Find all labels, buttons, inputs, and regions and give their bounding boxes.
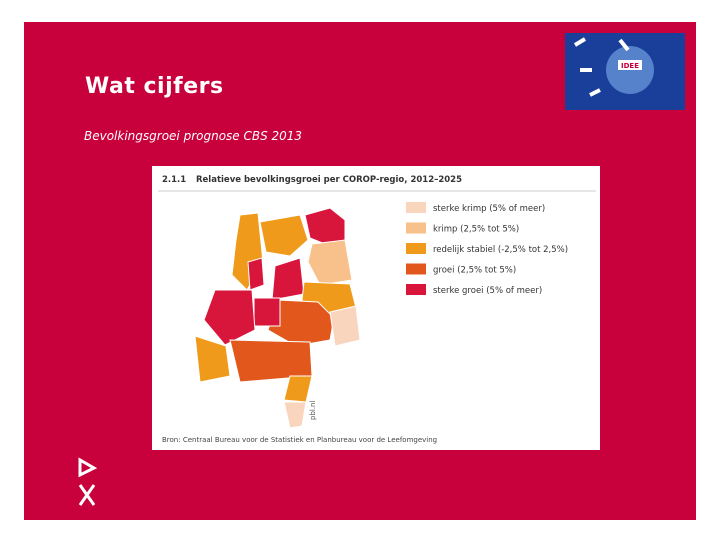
logo: IDEE [565, 33, 685, 110]
footer-symbol [78, 457, 98, 506]
logo-letters [573, 37, 630, 97]
map-region [253, 297, 281, 327]
legend-label: sterke groei (5% of meer) [433, 286, 542, 296]
map-region [283, 401, 307, 429]
logo-label-box [618, 60, 642, 70]
figure-credit: pbl.nl [309, 401, 317, 420]
logo-text: IDEE [621, 62, 639, 70]
map-region [329, 305, 361, 347]
legend-swatch [406, 243, 426, 254]
legend-swatch [406, 284, 426, 295]
map-region [247, 257, 265, 291]
map-region [194, 335, 231, 383]
map-region [259, 214, 309, 257]
legend-swatch [406, 202, 426, 213]
legend: sterke krimp (5% of meer) krimp (2,5% tot… [406, 202, 568, 296]
figure-title: Relatieve bevolkingsgroei per COROP-regi… [196, 175, 462, 185]
figure-source: Bron: Centraal Bureau voor de Statistiek… [162, 436, 437, 444]
legend-label: groei (2,5% tot 5%) [433, 266, 516, 276]
map-region [267, 299, 335, 347]
legend-swatch [406, 222, 426, 234]
figure-number: 2.1.1 [162, 175, 186, 185]
legend-label: krimp (2,5% tot 5%) [433, 225, 519, 235]
slide-subtitle: Bevolkingsgroei prognose CBS 2013 [84, 129, 303, 143]
legend-label: sterke krimp (5% of meer) [433, 204, 545, 214]
map [194, 207, 361, 429]
slide-title: Wat cijfers [85, 74, 224, 99]
legend-label: redelijk stabiel (-2,5% tot 2,5%) [433, 245, 568, 255]
legend-swatch [406, 263, 426, 275]
map-region [307, 239, 353, 286]
figure: 2.1.1 Relatieve bevolkingsgroei per CORO… [152, 166, 600, 450]
map-region [203, 289, 256, 346]
